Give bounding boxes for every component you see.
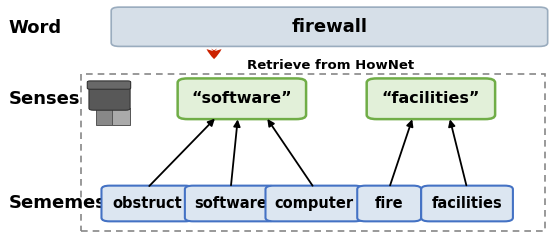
Text: “software”: “software” bbox=[192, 91, 292, 106]
Text: firewall: firewall bbox=[291, 18, 368, 36]
FancyBboxPatch shape bbox=[87, 81, 131, 89]
Text: computer: computer bbox=[275, 196, 354, 211]
Text: fire: fire bbox=[375, 196, 404, 211]
Text: Sememes: Sememes bbox=[8, 194, 106, 213]
FancyBboxPatch shape bbox=[96, 108, 114, 125]
Text: Retrieve from HowNet: Retrieve from HowNet bbox=[247, 59, 415, 72]
Text: Word: Word bbox=[8, 19, 62, 37]
FancyBboxPatch shape bbox=[111, 7, 548, 46]
FancyBboxPatch shape bbox=[178, 79, 306, 119]
Text: software: software bbox=[194, 196, 267, 211]
FancyBboxPatch shape bbox=[265, 186, 363, 221]
Text: obstruct: obstruct bbox=[112, 196, 182, 211]
FancyBboxPatch shape bbox=[112, 108, 130, 125]
Text: facilities: facilities bbox=[431, 196, 503, 211]
FancyBboxPatch shape bbox=[367, 79, 495, 119]
Text: “facilities”: “facilities” bbox=[382, 91, 480, 106]
FancyBboxPatch shape bbox=[89, 83, 130, 110]
Text: Senses: Senses bbox=[8, 90, 80, 108]
FancyBboxPatch shape bbox=[421, 186, 513, 221]
FancyBboxPatch shape bbox=[357, 186, 421, 221]
FancyBboxPatch shape bbox=[101, 186, 193, 221]
FancyBboxPatch shape bbox=[185, 186, 276, 221]
